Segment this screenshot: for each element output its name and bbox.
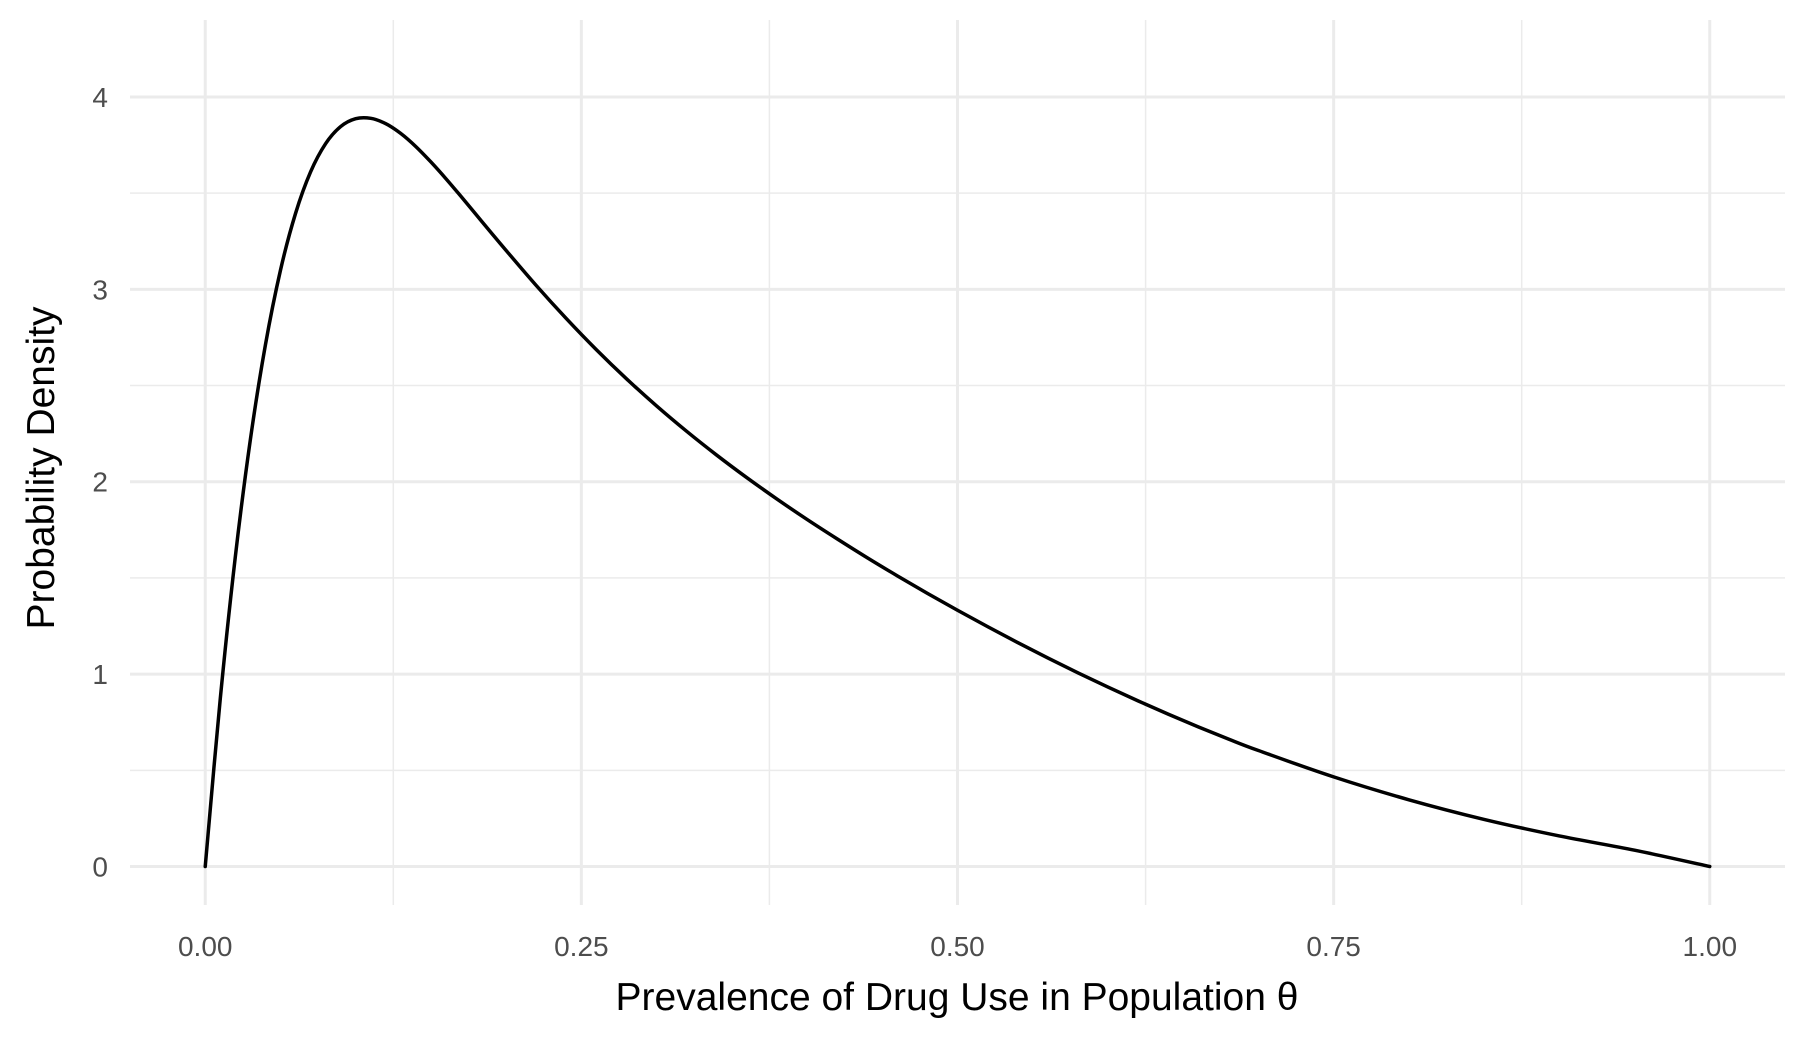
x-tick-label: 1.00 — [1683, 931, 1738, 962]
x-tick-label: 0.25 — [554, 931, 609, 962]
x-axis-title: Prevalence of Drug Use in Population θ — [616, 976, 1299, 1019]
y-tick-label: 4 — [92, 82, 108, 113]
x-axis-tick-labels: 0.00 0.25 0.50 0.75 1.00 — [178, 931, 1737, 962]
x-tick-label: 0.00 — [178, 931, 233, 962]
y-axis-title: Probability Density — [20, 306, 63, 629]
y-axis-tick-labels: 0 1 2 3 4 — [92, 82, 108, 883]
y-tick-label: 3 — [92, 274, 108, 305]
y-tick-label: 2 — [92, 467, 108, 498]
y-tick-label: 1 — [92, 659, 108, 690]
plot-area — [203, 115, 1712, 869]
x-tick-label: 0.75 — [1306, 931, 1361, 962]
major-gridlines — [130, 20, 1785, 905]
y-tick-label: 0 — [92, 852, 108, 883]
x-tick-label: 0.50 — [930, 931, 985, 962]
density-curve — [203, 115, 1712, 869]
